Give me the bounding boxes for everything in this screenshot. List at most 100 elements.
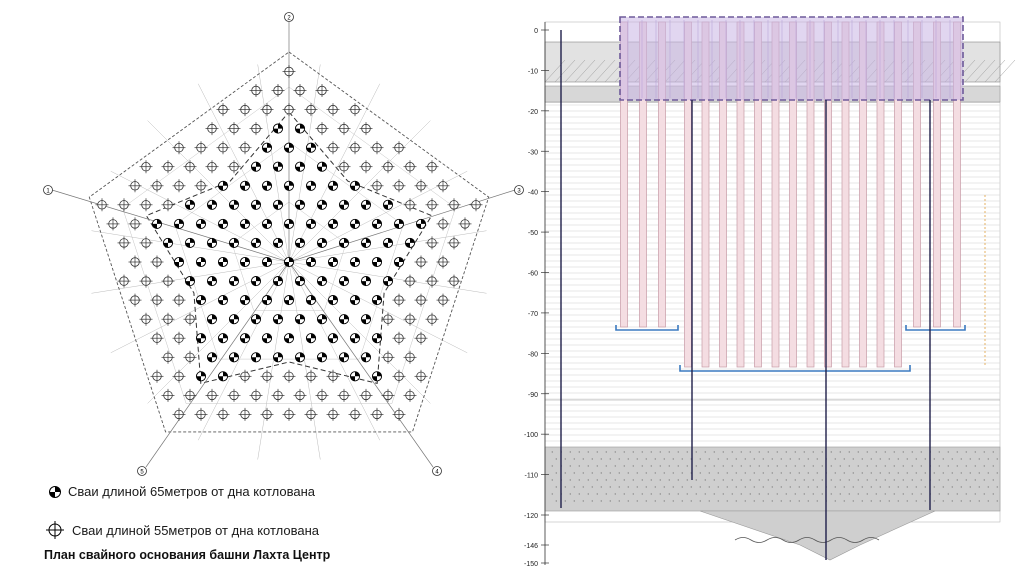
rock-dot [758,465,760,467]
rock-dot [555,458,557,460]
rock-dot [789,458,791,460]
depth-tick-label: -30 [528,149,538,156]
short-piles-layer [95,65,483,421]
rock-dot [672,500,674,502]
rock-dot [749,465,751,467]
rock-dot [776,465,778,467]
rock-dot [573,472,575,474]
rock-dot [668,465,670,467]
rock-dot [830,451,832,453]
short-pile [425,198,439,212]
rock-dot [744,472,746,474]
short-pile [194,141,208,155]
rock-dot [933,486,935,488]
rock-dot [713,493,715,495]
rock-dot [821,451,823,453]
short-pile [348,103,362,117]
short-pile [282,103,296,117]
grid-spoke [257,261,290,460]
long-pile [206,276,218,287]
short-pile [458,217,472,231]
rock-dot [987,500,989,502]
rock-dot [812,465,814,467]
rock-dot [614,493,616,495]
long-piles-layer [151,123,427,382]
rock-dot [569,451,571,453]
rock-dot [843,500,845,502]
long-pile [415,218,427,229]
short-pile [348,141,362,155]
long-pile [349,371,361,382]
rock-dot [776,451,778,453]
short-pile [249,122,263,136]
short-pile [139,274,153,288]
long-pile [173,256,185,268]
rock-dot [839,465,841,467]
rock-dot [551,465,553,467]
short-pile [370,407,384,421]
rock-dot [582,486,584,488]
axis-marker-3: 3 [514,185,524,195]
axis-marker-5: 5 [137,466,147,476]
legend-long-piles: Сваи длиной 65метров от дна котлована [48,484,315,499]
rock-dot [785,479,787,481]
long-pile [239,295,251,306]
rock-dot [677,479,679,481]
rock-dot [870,458,872,460]
rock-dot [609,500,611,502]
long-pile [316,237,328,248]
depth-axis: 0 -10 -20 -30 -40 -50 -60 -70 -80 -90 -100 -110 -120… [524,28,549,568]
rock-dot [875,493,877,495]
rock-dot [731,493,733,495]
rock-dot [987,472,989,474]
rock-dot [735,458,737,460]
axis-line [288,261,434,468]
rock-dot [600,500,602,502]
rock-dot [969,500,971,502]
rock-dot [587,465,589,467]
rock-dot [897,500,899,502]
long-pile [272,237,284,248]
short-pile [150,293,164,307]
short-pile [282,369,296,383]
rock-dot [839,479,841,481]
long-pile [261,142,273,153]
short-pile [183,160,197,174]
rock-dot [605,451,607,453]
rock-dot [803,493,805,495]
rock-dot [677,451,679,453]
rock-dot [690,486,692,488]
long-pile [360,276,372,287]
grid-spoke [147,120,290,263]
rock-dot [744,458,746,460]
rock-dot [668,493,670,495]
rock-dot [933,472,935,474]
rock-dot [636,458,638,460]
rock-layer-texture [551,451,998,502]
long-pile [283,142,295,153]
rock-dot [618,458,620,460]
short-pile [392,179,406,193]
rock-dot [663,486,665,488]
short-pile [95,198,109,212]
axis-label: 4 [435,470,439,476]
short-pile [161,312,175,326]
short-pile [304,407,318,421]
rock-dot [960,486,962,488]
long-pile [294,161,306,172]
short-pile [403,274,417,288]
rock-dot [960,458,962,460]
long-pile [360,199,372,210]
rock-dot [848,493,850,495]
short-pile [403,198,417,212]
rock-dot [573,486,575,488]
rock-dot [767,465,769,467]
axis-label: 5 [140,470,144,476]
rock-dot [893,451,895,453]
rock-dot [920,493,922,495]
rock-dot [879,458,881,460]
rock-dot [726,472,728,474]
rock-dot [564,500,566,502]
rock-dot [722,451,724,453]
rock-dot [996,472,998,474]
